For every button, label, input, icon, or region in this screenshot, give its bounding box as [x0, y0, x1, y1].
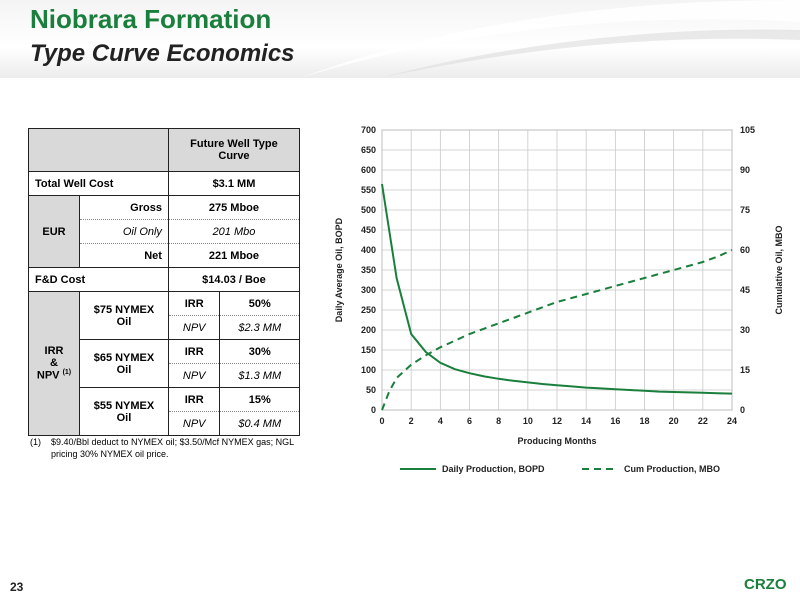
x-tick-label: 24 [727, 416, 737, 426]
irr-npv-label-line1: IRR [44, 345, 64, 358]
y2-tick-label: 75 [740, 205, 750, 215]
y-tick-label: 550 [361, 185, 376, 195]
legend-label-cum-production: Cum Production, MBO [624, 464, 720, 474]
x-tick-label: 2 [409, 416, 414, 426]
x-tick-label: 12 [552, 416, 562, 426]
column-header: Future Well Type Curve [167, 128, 301, 172]
case-75-npv-value: $2.3 MM [219, 315, 300, 340]
x-tick-label: 6 [467, 416, 472, 426]
y-tick-label: 250 [361, 305, 376, 315]
fd-cost-label: F&D Cost [28, 267, 169, 292]
y2-tick-label: 45 [740, 285, 750, 295]
y2-axis-label: Cumulative Oil, MBO [774, 225, 784, 314]
case-75-irr-value: 50% [219, 291, 300, 316]
x-tick-label: 20 [669, 416, 679, 426]
footnote-ref: (1) [62, 369, 72, 377]
eur-oil-label: Oil Only [79, 219, 169, 244]
case-55-irr-label: IRR [167, 387, 221, 412]
y2-tick-label: 105 [740, 125, 755, 135]
eur-label: EUR [28, 195, 80, 268]
case-75-npv-row: NPV $2.3 MM [29, 315, 300, 340]
y2-tick-label: 60 [740, 245, 750, 255]
total-well-cost-row: Total Well Cost $3.1 MM [28, 171, 301, 196]
y-tick-label: 300 [361, 285, 376, 295]
y-tick-label: 150 [361, 345, 376, 355]
case-55-npv-row: NPV $0.4 MM [29, 411, 300, 436]
series-line-cum-production [381, 249, 733, 411]
y-tick-label: 200 [361, 325, 376, 335]
table-corner-cell [28, 128, 169, 172]
footnote: (1) $9.40/Bbl deduct to NYMEX oil; $3.50… [30, 436, 310, 460]
irr-npv-label-line3: NPV (1) [35, 369, 73, 382]
x-tick-label: 0 [379, 416, 384, 426]
y-tick-label: 600 [361, 165, 376, 175]
y2-tick-label: 30 [740, 325, 750, 335]
eur-gross-row: EUR Gross 275 Mboe [28, 195, 301, 268]
production-chart: 0501001502002503003504004505005506006507… [334, 125, 784, 474]
fd-cost-row: F&D Cost $14.03 / Boe [28, 267, 301, 292]
eur-net-value: 221 Mboe [167, 243, 301, 268]
case-75-npv-label: NPV [167, 315, 221, 340]
y-axis-label: Daily Average Oil, BOPD [334, 217, 344, 322]
y-tick-label: 700 [361, 125, 376, 135]
x-tick-label: 4 [438, 416, 443, 426]
header-band: Niobrara Formation Type Curve Economics [0, 0, 800, 78]
case-55-irr-value: 15% [219, 387, 300, 412]
case-55-label: $55 NYMEX Oil [79, 387, 169, 436]
case-65-npv-row: NPV $1.3 MM [29, 363, 300, 388]
y-tick-label: 400 [361, 245, 376, 255]
y-tick-label: 0 [371, 405, 376, 415]
case-65-irr-value: 30% [219, 339, 300, 364]
eur-gross-value: 275 Mboe [167, 195, 301, 220]
eur-oil-row: Oil Only 201 Mbo [29, 219, 301, 244]
y-tick-label: 650 [361, 145, 376, 155]
company-logo: CRZO [744, 576, 787, 593]
page-number: 23 [10, 580, 24, 594]
y-tick-label: 50 [366, 385, 376, 395]
irr-npv-label-line2: & [50, 357, 58, 370]
case-65-npv-label: NPV [167, 363, 221, 388]
y2-tick-label: 90 [740, 165, 750, 175]
economics-table: Future Well Type Curve Total Well Cost $… [28, 128, 301, 436]
case-65-label: $65 NYMEX Oil [79, 339, 169, 388]
irr-npv-label: IRR & NPV (1) [28, 291, 80, 436]
case-55-npv-value: $0.4 MM [219, 411, 300, 436]
eur-net-label: Net [79, 243, 169, 268]
x-axis-label: Producing Months [518, 436, 597, 446]
header-swoosh [300, 0, 800, 78]
x-tick-label: 8 [496, 416, 501, 426]
x-tick-label: 16 [610, 416, 620, 426]
footnote-text: $9.40/Bbl deduct to NYMEX oil; $3.50/Mcf… [51, 437, 294, 459]
x-tick-label: 14 [581, 416, 591, 426]
total-well-cost-label: Total Well Cost [28, 171, 169, 196]
legend-label-daily-production: Daily Production, BOPD [442, 464, 545, 474]
eur-gross-label: Gross [79, 195, 169, 220]
case-65-irr-label: IRR [167, 339, 221, 364]
case-55-npv-label: NPV [167, 411, 221, 436]
total-well-cost-value: $3.1 MM [167, 171, 301, 196]
case-65-npv-value: $1.3 MM [219, 363, 300, 388]
fd-cost-value: $14.03 / Boe [167, 267, 301, 292]
page-title: Niobrara Formation [30, 4, 272, 34]
table-header-row: Future Well Type Curve [28, 128, 301, 172]
y-tick-label: 500 [361, 205, 376, 215]
x-tick-label: 22 [698, 416, 708, 426]
case-55-irr-row: $55 NYMEX Oil IRR 15% [29, 387, 300, 436]
y2-tick-label: 0 [740, 405, 745, 415]
x-tick-label: 10 [523, 416, 533, 426]
case-75-label: $75 NYMEX Oil [79, 291, 169, 340]
case-65-irr-row: $65 NYMEX Oil IRR 30% [29, 339, 300, 388]
series-line-daily-production [381, 183, 733, 395]
page-subtitle: Type Curve Economics [30, 40, 295, 67]
eur-oil-value: 201 Mbo [167, 219, 301, 244]
y-tick-label: 450 [361, 225, 376, 235]
x-tick-label: 18 [639, 416, 649, 426]
footnote-number: (1) [30, 437, 41, 447]
y-tick-label: 100 [361, 365, 376, 375]
y-tick-label: 350 [361, 265, 376, 275]
case-75-irr-row: IRR & NPV (1) $75 NYMEX Oil IRR 50% [28, 291, 300, 436]
y2-tick-label: 15 [740, 365, 750, 375]
irr-npv-label-npv: NPV [36, 369, 60, 382]
case-75-irr-label: IRR [167, 291, 221, 316]
